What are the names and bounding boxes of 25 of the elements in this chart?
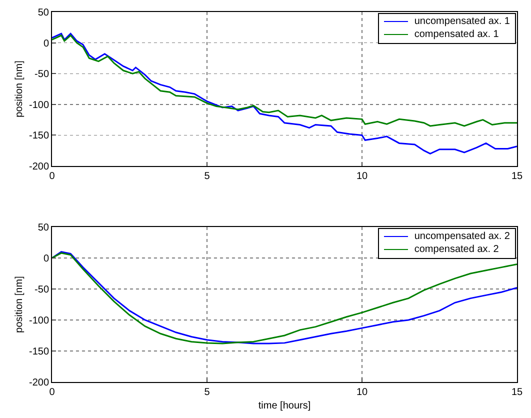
x-tick-label: 15 <box>511 171 523 182</box>
y-tick-label: -150 <box>28 130 50 142</box>
y-tick-label: -50 <box>34 69 50 80</box>
y-tick-label: 50 <box>38 8 50 18</box>
legend-label: uncompensated ax. 2 <box>414 231 510 242</box>
x-tick-label: 5 <box>204 171 210 182</box>
x-tick-label: 10 <box>356 171 368 182</box>
x-tick-label: 10 <box>356 387 368 398</box>
y-tick-label: -200 <box>28 162 50 172</box>
y-tick-label: 0 <box>43 254 50 264</box>
y-tick-label: -200 <box>28 378 50 388</box>
x-axis-title: time [hours] <box>258 400 311 412</box>
x-tick-label: 5 <box>204 387 210 398</box>
y-tick-label: -100 <box>28 316 50 326</box>
y-tick-label: -50 <box>34 284 50 296</box>
legend-label: compensated ax. 2 <box>414 244 499 255</box>
x-tick-label: 15 <box>511 387 523 398</box>
y-tick-label: 50 <box>38 222 50 234</box>
y-tick-label: -150 <box>28 346 50 358</box>
legend-label: compensated ax. 1 <box>414 29 499 40</box>
legend-label: uncompensated ax. 1 <box>414 16 510 27</box>
y-axis-title: position [nm] <box>14 276 25 333</box>
y-tick-label: -100 <box>28 100 50 111</box>
y-axis-title: position [nm] <box>14 60 25 118</box>
y-tick-label: 0 <box>43 38 50 50</box>
